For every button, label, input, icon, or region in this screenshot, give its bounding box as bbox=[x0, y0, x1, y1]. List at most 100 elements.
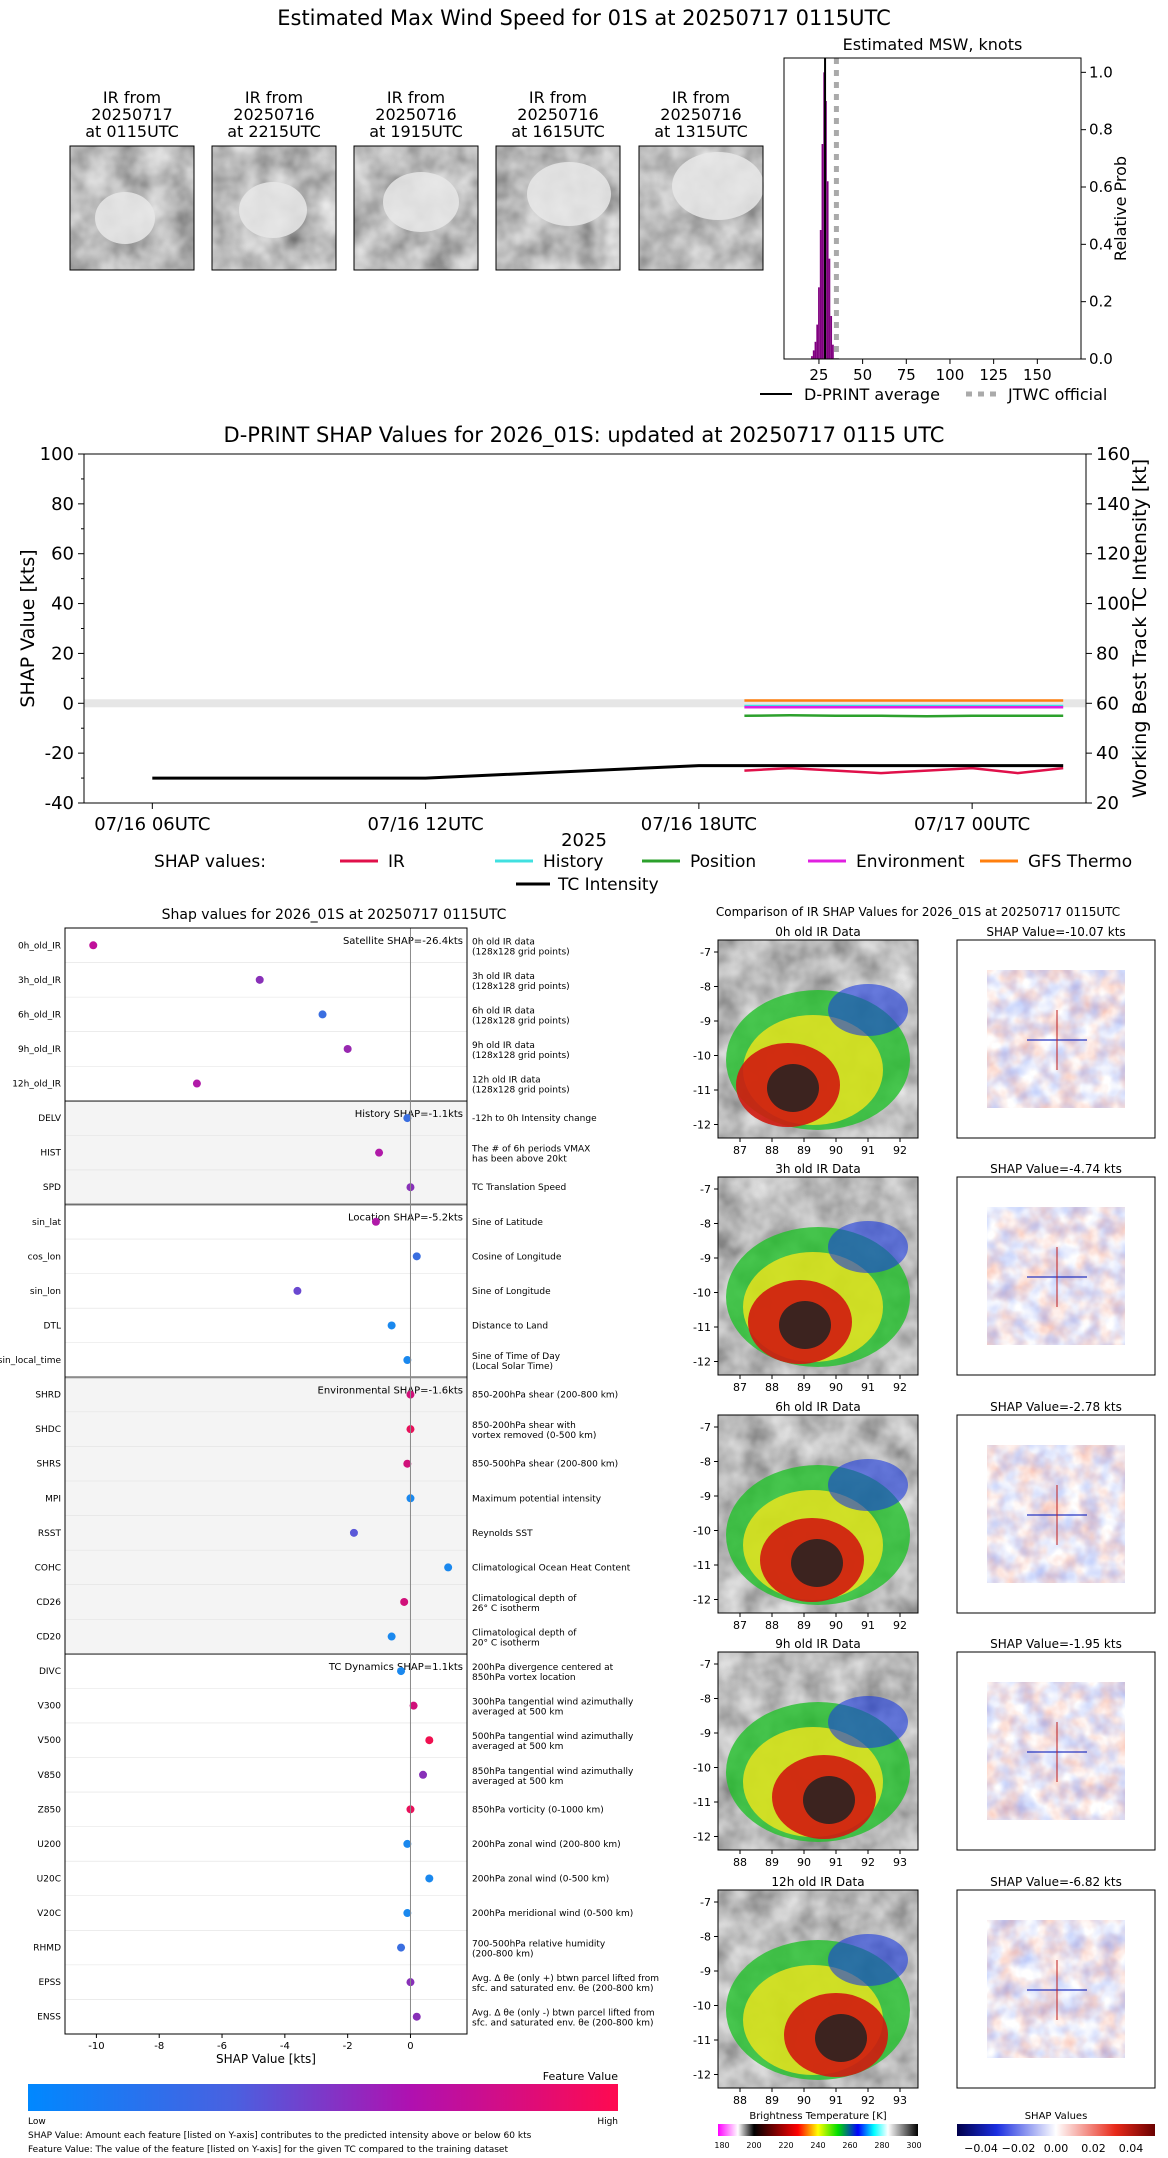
ir-xtick-label: 92 bbox=[893, 1619, 907, 1632]
hist-bar bbox=[821, 144, 824, 359]
feat-name-label: SHRD bbox=[35, 1391, 61, 1401]
feat-desc-line2: (Local Solar Time) bbox=[472, 1362, 553, 1372]
feat-name-label: RSST bbox=[38, 1529, 62, 1539]
ts-legend-label: GFS Thermo bbox=[1028, 852, 1132, 872]
ts-ytick-label: -20 bbox=[45, 743, 74, 764]
feat-point bbox=[349, 1528, 358, 1537]
shap-panel-title: SHAP Value=-2.78 kts bbox=[990, 1400, 1122, 1414]
hist-ytick-label: 0.2 bbox=[1089, 293, 1113, 311]
feat-point bbox=[387, 1321, 396, 1330]
hist-xtick-label: 125 bbox=[979, 366, 1008, 384]
feat-desc-line2: averaged at 500 km bbox=[472, 1742, 563, 1752]
hist-bar bbox=[816, 324, 819, 359]
ir-image-core bbox=[779, 1301, 831, 1349]
feat-desc-line2: (128x128 grid points) bbox=[472, 1086, 570, 1096]
feat-xtick-label: 0 bbox=[407, 2041, 413, 2052]
feat-point bbox=[425, 1736, 434, 1745]
feat-point bbox=[403, 1839, 412, 1848]
ir-xtick-label: 89 bbox=[797, 1144, 811, 1157]
ir-panel-title: 6h old IR Data bbox=[775, 1400, 861, 1414]
shap-colorbar-title: SHAP Values bbox=[1025, 2111, 1088, 2122]
ir-ytick-label: -9 bbox=[700, 1727, 711, 1740]
feat-name-label: U200 bbox=[37, 1840, 61, 1850]
shap-colorbar-tick: 0.02 bbox=[1081, 2142, 1106, 2155]
ts-ylabel: SHAP Value [kts] bbox=[17, 549, 39, 707]
ir-xtick-label: 89 bbox=[765, 2094, 779, 2107]
bt-colorbar-tick: 180 bbox=[714, 2141, 729, 2150]
feat-desc-line1: Distance to Land bbox=[472, 1321, 548, 1331]
feat-desc-line1: Sine of Time of Day bbox=[472, 1352, 561, 1362]
feat-desc-line1: Sine of Longitude bbox=[472, 1287, 551, 1297]
legend-jtwc-label: JTWC official bbox=[1007, 385, 1107, 404]
feat-point bbox=[343, 1044, 352, 1053]
ir-ytick-label: -10 bbox=[693, 2000, 711, 2013]
feature-colorbar-high: High bbox=[597, 2117, 618, 2127]
thumb-title-line1: IR from bbox=[672, 88, 730, 107]
feat-desc-line1: Climatological depth of bbox=[472, 1629, 577, 1639]
feat-desc-line1: 200hPa zonal wind (0-500 km) bbox=[472, 1874, 609, 1884]
feat-point bbox=[412, 2012, 421, 2021]
feat-point bbox=[375, 1148, 384, 1157]
feat-desc-line1: Sine of Latitude bbox=[472, 1218, 543, 1228]
bt-colorbar-tick: 260 bbox=[842, 2141, 857, 2150]
shap-map-frame bbox=[956, 1176, 1156, 1376]
ts-ytick-label: -40 bbox=[45, 793, 74, 814]
hist-title: Estimated MSW, knots bbox=[843, 35, 1023, 54]
feat-desc-line1: 6h old IR data bbox=[472, 1006, 535, 1016]
feat-name-label: V20C bbox=[37, 1909, 61, 1919]
feat-title: Shap values for 2026_01S at 20250717 011… bbox=[162, 907, 507, 923]
ir-ytick-label: -12 bbox=[693, 2069, 711, 2082]
ts-ytick-label: 100 bbox=[40, 444, 74, 465]
feat-desc-line2: averaged at 500 km bbox=[472, 1708, 563, 1718]
feat-name-label: 9h_old_IR bbox=[18, 1045, 61, 1055]
bt-colorbar-tick: 220 bbox=[778, 2141, 793, 2150]
feat-desc-line2: sfc. and saturated env. θe (200-800 km) bbox=[472, 1984, 654, 1994]
feat-desc-line2: (128x128 grid points) bbox=[472, 947, 570, 957]
bt-colorbar-tick: 240 bbox=[810, 2141, 825, 2150]
hist-xtick-label: 75 bbox=[897, 366, 916, 384]
hist-bar bbox=[814, 341, 817, 359]
ts-legend-label: History bbox=[543, 852, 603, 872]
ts-xtick-label: 07/16 06UTC bbox=[94, 814, 210, 835]
ir-ytick-label: -7 bbox=[700, 1421, 711, 1434]
ir-xtick-label: 90 bbox=[797, 2094, 811, 2107]
feat-desc-line2: has been above 20kt bbox=[472, 1155, 567, 1165]
feat-xtick-label: -4 bbox=[280, 2041, 290, 2052]
shap-map-frame bbox=[956, 1889, 1156, 2089]
ir-image-frame bbox=[717, 1651, 919, 1851]
bt-colorbar-tick: 300 bbox=[906, 2141, 921, 2150]
ir-thumbnail-frame bbox=[495, 145, 621, 271]
feat-name-label: SPD bbox=[43, 1183, 61, 1193]
feat-point bbox=[400, 1597, 409, 1606]
ir-xtick-label: 88 bbox=[733, 2094, 747, 2107]
feat-desc-line1: 850-200hPa shear with bbox=[472, 1421, 576, 1431]
hist-ytick-label: 1.0 bbox=[1089, 63, 1113, 81]
feat-name-label: EPSS bbox=[38, 1978, 61, 1988]
feat-desc-line1: 850-500hPa shear (200-800 km) bbox=[472, 1460, 618, 1470]
ts-ytick-right-label: 80 bbox=[1096, 643, 1119, 664]
thumb-title-line3: at 1615UTC bbox=[511, 122, 605, 141]
ts-ytick-label: 0 bbox=[63, 693, 74, 714]
feat-desc-line1: The # of 6h periods VMAX bbox=[471, 1145, 590, 1155]
ts-title: D-PRINT SHAP Values for 2026_01S: update… bbox=[224, 423, 945, 448]
ts-ytick-right-label: 140 bbox=[1096, 494, 1130, 515]
ir-image-core bbox=[767, 1064, 819, 1112]
feat-name-label: SHDC bbox=[35, 1425, 61, 1435]
feat-point bbox=[419, 1770, 428, 1779]
feat-name-label: SHRS bbox=[37, 1460, 62, 1470]
feat-point bbox=[89, 941, 98, 950]
ir-image-frame bbox=[717, 1176, 919, 1376]
feat-desc-line1: Avg. Δ θe (only -) btwn parcel lifted fr… bbox=[472, 2009, 655, 2019]
ir-xtick-label: 89 bbox=[797, 1381, 811, 1394]
hist-bar bbox=[832, 344, 834, 359]
hist-bar bbox=[826, 181, 829, 359]
ir-ytick-label: -12 bbox=[693, 1594, 711, 1607]
ir-thumbnail-frame bbox=[69, 145, 195, 271]
feat-desc-line2: 850hPa vortex location bbox=[472, 1673, 576, 1683]
ir-ytick-label: -7 bbox=[700, 1896, 711, 1909]
ir-xtick-label: 91 bbox=[829, 1856, 843, 1869]
feat-desc-line2: vortex removed (0-500 km) bbox=[472, 1431, 596, 1441]
ts-ytick-right-label: 20 bbox=[1096, 793, 1119, 814]
feat-xtick-label: -10 bbox=[88, 2041, 104, 2052]
bt-colorbar bbox=[718, 2124, 918, 2136]
